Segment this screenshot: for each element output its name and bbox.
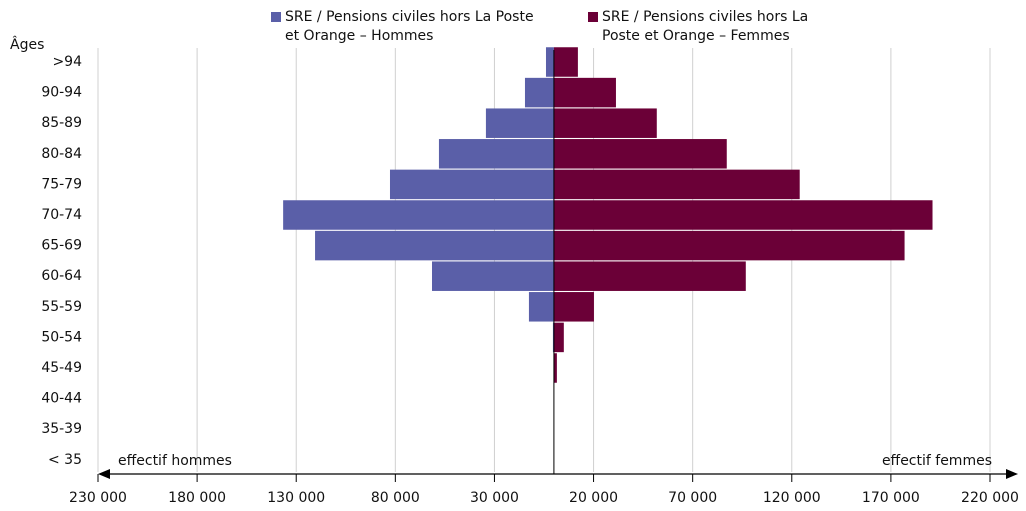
x-tick-label: 230 000 (69, 490, 127, 506)
y-tick-label: 70-74 (41, 207, 82, 223)
bar (485, 108, 554, 138)
bar (553, 292, 594, 322)
x-tick-label: 120 000 (763, 490, 821, 506)
y-tick-label: 45-49 (41, 360, 82, 376)
y-tick-label: 60-64 (41, 268, 82, 284)
y-tick-label: 40-44 (41, 391, 82, 407)
bar (553, 261, 746, 291)
y-tick-label: 50-54 (41, 329, 82, 345)
x-tick-label: 220 000 (961, 490, 1019, 506)
y-tick-label: 55-59 (41, 299, 82, 315)
x-tick-label: 130 000 (267, 490, 325, 506)
y-tick-label: 85-89 (41, 115, 82, 131)
left-axis-label: effectif hommes (118, 453, 232, 469)
bar (553, 108, 657, 138)
bar (545, 47, 554, 77)
y-tick-label: < 35 (48, 452, 82, 468)
x-tick-label: 180 000 (168, 490, 226, 506)
bar (438, 139, 554, 169)
y-tick-label: 35-39 (41, 421, 82, 437)
legend-item: SRE / Pensions civiles hors La Poste et … (271, 8, 541, 46)
y-tick-label: 75-79 (41, 176, 82, 192)
y-tick-label: 90-94 (41, 85, 82, 101)
bar (553, 230, 905, 261)
right-axis-label: effectif femmes (882, 453, 992, 469)
y-axis-title: Âges (10, 35, 44, 53)
arrow-left (98, 469, 110, 479)
bar (553, 77, 616, 108)
bar (315, 230, 554, 261)
legend-label: SRE / Pensions civiles hors La Poste et … (285, 9, 534, 44)
x-tick-label: 20 000 (569, 490, 618, 506)
x-tick-label: 30 000 (470, 490, 519, 506)
bar (553, 322, 564, 353)
bar (389, 169, 554, 200)
bar (283, 200, 554, 230)
bar (553, 47, 578, 77)
bar (553, 353, 557, 383)
legend-swatch (271, 12, 281, 22)
x-tick-label: 170 000 (862, 490, 920, 506)
bar (553, 169, 800, 200)
arrow-right (1006, 469, 1018, 479)
y-tick-label: 80-84 (41, 146, 82, 162)
y-tick-label: 65-69 (41, 238, 82, 254)
bar (553, 200, 933, 230)
bar (553, 139, 727, 169)
legend-swatch (588, 12, 598, 22)
bar (524, 77, 554, 108)
x-tick-label: 80 000 (371, 490, 420, 506)
x-tick-label: 70 000 (668, 490, 717, 506)
bar (432, 261, 554, 291)
y-tick-label: >94 (52, 54, 82, 70)
legend-item: SRE / Pensions civiles hors La Poste et … (588, 8, 838, 46)
legend-label: SRE / Pensions civiles hors La Poste et … (602, 9, 809, 44)
bar (528, 292, 554, 322)
